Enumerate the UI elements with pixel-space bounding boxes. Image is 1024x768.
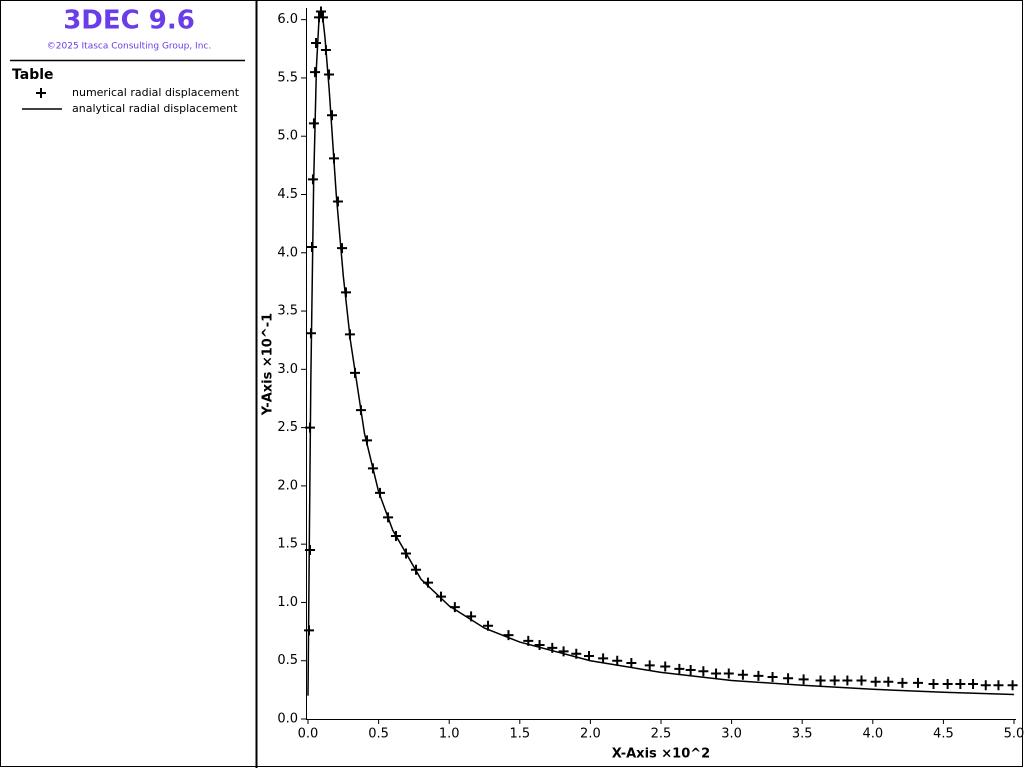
numerical-point xyxy=(685,665,696,676)
x-tick-label: 5.0 xyxy=(1004,727,1024,742)
numerical-point xyxy=(612,655,623,666)
x-tick-label: 4.5 xyxy=(933,727,954,742)
numerical-point xyxy=(753,670,764,681)
x-tick-label: 0.5 xyxy=(368,727,389,742)
numerical-point xyxy=(1007,680,1018,691)
y-tick-label: 3.0 xyxy=(277,362,298,377)
numerical-point xyxy=(856,675,867,686)
numerical-point xyxy=(660,661,671,672)
numerical-point xyxy=(503,630,514,641)
y-tick-label: 3.5 xyxy=(277,304,298,319)
numerical-point xyxy=(644,660,655,671)
numerical-point xyxy=(583,651,594,662)
numerical-point xyxy=(993,680,1004,691)
numerical-point xyxy=(558,646,569,657)
y-tick-label: 2.5 xyxy=(277,420,298,435)
numerical-point xyxy=(815,675,826,686)
x-tick-label: 4.0 xyxy=(862,727,883,742)
y-tick-label: 6.0 xyxy=(277,12,298,27)
y-tick-label: 2.0 xyxy=(277,478,298,493)
x-tick-label: 2.5 xyxy=(651,727,672,742)
numerical-point xyxy=(698,666,709,677)
numerical-point xyxy=(842,675,853,686)
y-tick-label: 5.0 xyxy=(277,129,298,144)
copyright: ©2025 Itasca Consulting Group, Inc. xyxy=(47,42,211,52)
numerical-point xyxy=(534,639,545,650)
y-tick-label: 1.5 xyxy=(277,537,298,552)
y-axis-label: Y-Axis ×10^-1 xyxy=(261,313,276,416)
numerical-point xyxy=(942,679,953,690)
y-tick-label: 1.0 xyxy=(277,595,298,610)
numerical-point xyxy=(324,69,335,80)
numerical-point xyxy=(311,37,322,48)
numerical-point xyxy=(767,672,778,683)
numerical-point xyxy=(723,668,734,679)
numerical-point xyxy=(897,677,908,688)
legend-marker xyxy=(36,88,46,98)
numerical-point xyxy=(798,674,809,685)
numerical-point xyxy=(783,673,794,684)
numerical-point xyxy=(980,680,991,691)
numerical-point xyxy=(883,676,894,687)
y-tick-label: 4.0 xyxy=(277,245,298,260)
analytical-line xyxy=(307,10,1015,696)
x-tick-label: 1.0 xyxy=(439,727,460,742)
numerical-point xyxy=(711,668,722,679)
numerical-point xyxy=(928,679,939,690)
legend-title: Table xyxy=(12,67,54,83)
numerical-point xyxy=(626,658,637,669)
numerical-point xyxy=(674,663,685,674)
y-tick-label: 0.5 xyxy=(277,653,298,668)
numerical-point xyxy=(737,669,748,680)
numerical-point xyxy=(598,653,609,664)
numerical-point xyxy=(912,677,923,688)
numerical-point xyxy=(829,675,840,686)
legend-label: numerical radial displacement xyxy=(72,86,240,99)
x-axis-label: X-Axis ×10^2 xyxy=(612,747,710,762)
numerical-point xyxy=(308,118,319,129)
app-title: 3DEC 9.6 xyxy=(63,6,195,36)
numerical-point xyxy=(337,243,348,254)
numerical-point xyxy=(955,679,966,690)
x-tick-label: 1.5 xyxy=(509,727,530,742)
y-tick-label: 5.5 xyxy=(277,70,298,85)
x-tick-label: 3.5 xyxy=(792,727,813,742)
legend-label: analytical radial displacement xyxy=(72,102,238,115)
y-tick-label: 0.0 xyxy=(277,712,298,727)
x-tick-label: 3.0 xyxy=(721,727,742,742)
x-tick-label: 2.0 xyxy=(580,727,601,742)
numerical-point xyxy=(968,679,979,690)
numerical-point xyxy=(332,196,343,207)
numerical-point xyxy=(870,676,881,687)
y-tick-label: 4.5 xyxy=(277,187,298,202)
numerical-point xyxy=(327,110,338,121)
numerical-point xyxy=(310,67,321,78)
x-tick-label: 0.0 xyxy=(298,727,319,742)
numerical-point xyxy=(436,591,447,602)
